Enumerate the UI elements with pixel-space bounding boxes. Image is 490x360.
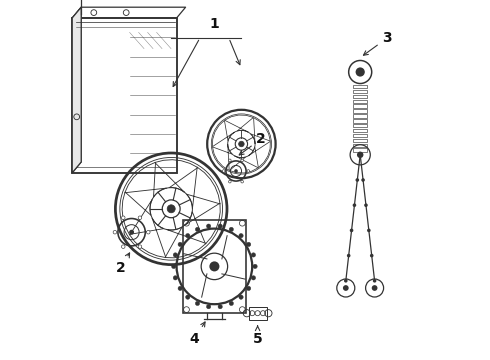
Circle shape bbox=[167, 205, 175, 213]
Circle shape bbox=[173, 253, 177, 257]
Circle shape bbox=[229, 227, 233, 231]
Circle shape bbox=[186, 234, 190, 238]
Circle shape bbox=[241, 180, 244, 183]
Bar bbox=[183, 220, 246, 313]
Circle shape bbox=[122, 216, 125, 220]
Circle shape bbox=[370, 254, 373, 257]
Circle shape bbox=[196, 227, 199, 231]
Text: 1: 1 bbox=[210, 17, 220, 31]
Circle shape bbox=[356, 178, 359, 182]
Circle shape bbox=[246, 286, 251, 291]
Circle shape bbox=[138, 216, 142, 220]
Circle shape bbox=[247, 170, 249, 172]
Circle shape bbox=[241, 159, 244, 162]
Bar bbox=[353, 104, 368, 108]
Bar bbox=[353, 95, 368, 98]
Circle shape bbox=[246, 242, 251, 247]
Bar bbox=[72, 18, 176, 173]
Circle shape bbox=[129, 230, 134, 235]
Circle shape bbox=[138, 245, 142, 248]
Circle shape bbox=[218, 305, 222, 309]
Circle shape bbox=[364, 203, 368, 207]
Bar bbox=[353, 144, 368, 147]
Circle shape bbox=[234, 169, 238, 173]
Circle shape bbox=[367, 229, 370, 232]
Circle shape bbox=[356, 67, 365, 77]
Circle shape bbox=[251, 253, 256, 257]
Circle shape bbox=[373, 279, 376, 283]
Circle shape bbox=[122, 245, 125, 248]
Bar bbox=[353, 109, 368, 113]
Circle shape bbox=[347, 254, 350, 257]
Text: 4: 4 bbox=[190, 322, 205, 346]
Circle shape bbox=[350, 229, 353, 232]
Circle shape bbox=[239, 295, 243, 299]
Text: 3: 3 bbox=[364, 31, 392, 55]
Circle shape bbox=[361, 178, 365, 182]
Text: 2: 2 bbox=[239, 132, 266, 155]
Bar bbox=[353, 119, 368, 122]
Circle shape bbox=[147, 230, 150, 234]
Text: 5: 5 bbox=[253, 326, 263, 346]
Text: 2: 2 bbox=[116, 253, 129, 275]
Bar bbox=[353, 100, 368, 103]
Circle shape bbox=[209, 261, 220, 271]
Circle shape bbox=[353, 203, 356, 207]
Circle shape bbox=[358, 153, 362, 157]
Bar bbox=[248, 307, 267, 320]
Circle shape bbox=[239, 234, 243, 238]
Circle shape bbox=[372, 285, 377, 291]
Circle shape bbox=[229, 301, 233, 306]
Circle shape bbox=[358, 153, 362, 157]
Circle shape bbox=[222, 170, 225, 172]
Circle shape bbox=[251, 276, 256, 280]
Circle shape bbox=[173, 276, 177, 280]
Circle shape bbox=[228, 159, 231, 162]
Bar bbox=[353, 85, 368, 88]
Bar bbox=[353, 134, 368, 137]
Circle shape bbox=[206, 224, 211, 228]
Circle shape bbox=[218, 224, 222, 228]
Circle shape bbox=[357, 152, 364, 158]
Circle shape bbox=[178, 286, 182, 291]
Circle shape bbox=[343, 285, 349, 291]
Circle shape bbox=[253, 264, 257, 269]
Circle shape bbox=[206, 305, 211, 309]
Bar bbox=[353, 124, 368, 127]
Circle shape bbox=[113, 230, 117, 234]
Bar bbox=[353, 148, 368, 152]
Bar bbox=[353, 129, 368, 132]
Polygon shape bbox=[72, 7, 81, 173]
Circle shape bbox=[196, 301, 199, 306]
Circle shape bbox=[228, 180, 231, 183]
Bar bbox=[353, 90, 368, 93]
Circle shape bbox=[239, 141, 244, 147]
Circle shape bbox=[186, 295, 190, 299]
Bar bbox=[353, 139, 368, 142]
Circle shape bbox=[178, 242, 182, 247]
Circle shape bbox=[172, 264, 176, 269]
Bar bbox=[353, 114, 368, 118]
Circle shape bbox=[344, 279, 347, 283]
